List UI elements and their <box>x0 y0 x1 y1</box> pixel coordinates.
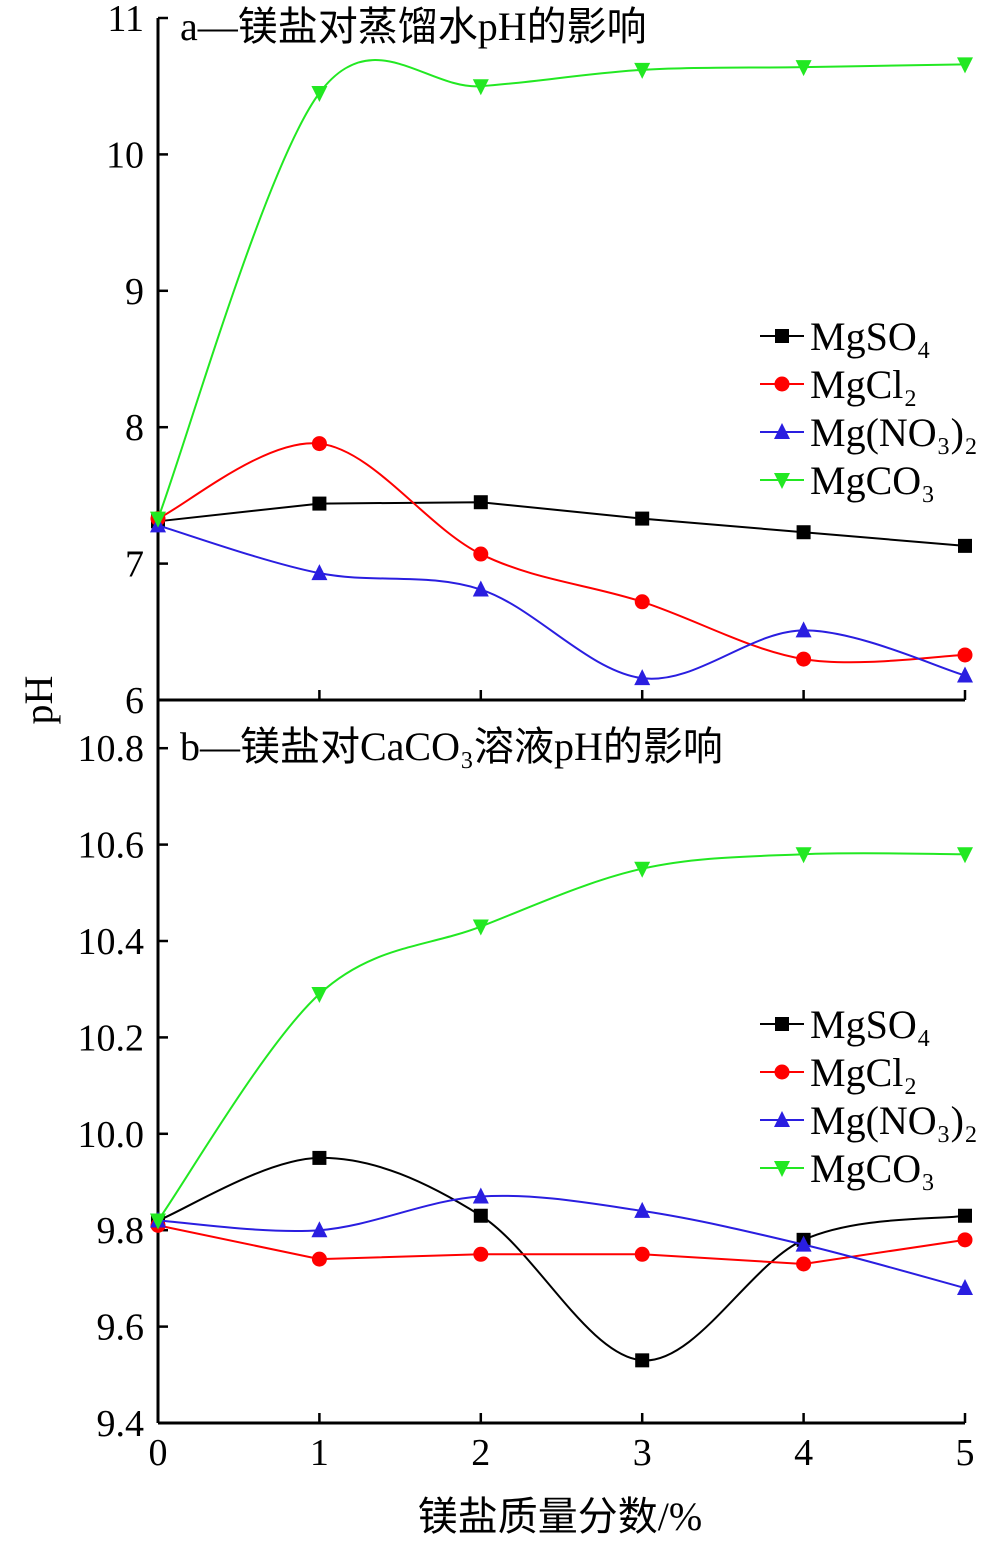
legend-marker <box>775 329 789 343</box>
legend-label: MgSO₄ <box>810 314 931 359</box>
data-point <box>957 847 973 864</box>
data-point <box>795 621 812 638</box>
data-point <box>635 511 650 526</box>
legend-marker <box>774 1111 790 1127</box>
data-point <box>311 564 328 581</box>
data-point <box>795 60 812 77</box>
legend-marker <box>774 1161 790 1177</box>
data-point <box>634 861 651 878</box>
data-point <box>473 546 489 562</box>
data-point <box>958 538 972 553</box>
panel-b-axes: 9.4 9.6 9.8 10.0 10.2 10.4 10.6 10.8 0 1 2 3 4 5 <box>78 700 975 1474</box>
x-tick-label: 0 <box>149 1432 168 1474</box>
panel-b-y-tick-label: 9.8 <box>97 1210 145 1252</box>
panel-a-y-tick-label: 8 <box>125 407 144 449</box>
data-point <box>312 496 327 511</box>
legend-label: MgSO₄ <box>810 1002 931 1047</box>
panel-b-y-tick-label: 10.6 <box>78 825 145 867</box>
data-point <box>472 79 489 96</box>
panel-a-title: a—镁盐对蒸馏水pH的影响 <box>180 4 647 49</box>
data-point <box>795 847 812 864</box>
panel-a: 7 8 9 10 11 6 a—镁盐对蒸馏水pH的影响 MgSO₄MgCl₂Mg(NO₃)… <box>106 0 978 722</box>
data-point <box>473 1246 489 1262</box>
panel-b-y-tick-label: 10.4 <box>78 921 145 963</box>
data-point <box>311 987 328 1004</box>
data-point <box>957 1279 973 1296</box>
panel-b-y-tick-label: 10.2 <box>78 1017 145 1059</box>
data-point <box>958 1208 972 1223</box>
panel-b-y-tick-label: 9.4 <box>97 1403 145 1445</box>
data-point <box>472 580 489 597</box>
data-point <box>635 1353 650 1368</box>
data-point <box>957 1232 973 1248</box>
panel-b-y-tick-label: 9.6 <box>97 1307 145 1349</box>
data-point <box>957 647 973 663</box>
legend-marker <box>774 376 790 392</box>
x-axis-title: 镁盐质量分数/% <box>418 1494 702 1539</box>
panel-a-y-tick-label: 10 <box>106 134 144 176</box>
data-point <box>150 511 166 528</box>
legend-label: Mg(NO₃)₂ <box>810 410 978 455</box>
panel-b-lines <box>150 847 973 1368</box>
series-line <box>157 442 966 664</box>
data-point <box>473 1208 488 1223</box>
series-line <box>157 501 966 547</box>
series-line <box>157 1224 966 1265</box>
data-point <box>311 1221 328 1238</box>
data-point <box>472 1187 489 1204</box>
panel-a-y-tick-label: 7 <box>125 544 144 586</box>
legend-label: MgCl₂ <box>810 362 917 407</box>
data-point <box>311 86 328 103</box>
data-point <box>634 594 650 610</box>
data-point <box>957 57 973 74</box>
legend-label: MgCO₃ <box>810 1146 935 1191</box>
legend-label: MgCO₃ <box>810 458 935 503</box>
series-line <box>157 524 966 680</box>
legend-label: MgCl₂ <box>810 1050 917 1095</box>
legend-label: Mg(NO₃)₂ <box>810 1098 978 1143</box>
legend-marker <box>774 423 790 439</box>
legend-marker <box>774 473 790 489</box>
data-point <box>312 1150 327 1165</box>
panel-b: 9.4 9.6 9.8 10.0 10.2 10.4 10.6 10.8 0 1 2 3 4 5 b—镁盐… <box>78 700 978 1474</box>
data-point <box>472 919 489 936</box>
data-point <box>473 495 488 510</box>
legend-marker <box>774 1064 790 1080</box>
y-axis-title: pH <box>16 676 61 725</box>
data-point <box>634 669 651 686</box>
data-point <box>150 1213 166 1230</box>
data-point <box>796 651 812 667</box>
x-tick-label: 5 <box>956 1432 975 1474</box>
panel-a-lines <box>150 57 973 686</box>
x-tick-label: 3 <box>633 1432 652 1474</box>
panel-a-y-tick-label: 6 <box>125 680 144 722</box>
data-point <box>311 1251 327 1267</box>
data-point <box>634 62 651 79</box>
data-point <box>957 666 973 683</box>
x-tick-label: 1 <box>310 1432 329 1474</box>
panel-b-y-tick-label: 10.8 <box>78 728 145 770</box>
x-tick-label: 2 <box>471 1432 490 1474</box>
panel-a-y-tick-label: 11 <box>107 0 144 40</box>
data-point <box>634 1246 650 1262</box>
panel-a-axes: 7 8 9 10 11 6 <box>106 0 967 722</box>
panel-b-y-tick-label: 10.0 <box>78 1114 145 1156</box>
data-point <box>795 1235 812 1252</box>
data-point <box>311 436 327 452</box>
data-point <box>796 1256 812 1272</box>
series-line <box>157 1194 966 1290</box>
panel-b-title: b—镁盐对CaCO₃溶液pH的影响 <box>180 724 723 769</box>
data-point <box>634 1201 651 1218</box>
data-point <box>796 525 811 540</box>
panel-a-y-tick-label: 9 <box>125 271 144 313</box>
legend-marker <box>775 1017 789 1031</box>
series-line <box>157 852 966 1222</box>
x-tick-label: 4 <box>794 1432 813 1474</box>
